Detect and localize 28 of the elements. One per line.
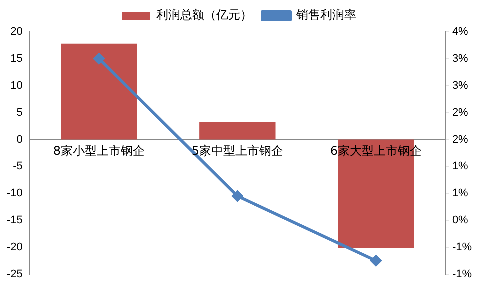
y2-tick-label: 2% bbox=[452, 106, 469, 119]
y2-tick-label: 0% bbox=[452, 214, 469, 227]
bar bbox=[61, 44, 138, 140]
y2-tick-label: 4% bbox=[452, 26, 469, 38]
point bbox=[94, 53, 105, 64]
legend-label: 销售利润率 bbox=[296, 8, 356, 22]
bar bbox=[200, 122, 276, 140]
legend-label: 利润总额（亿元） bbox=[156, 8, 252, 22]
y2-tick-label: 1% bbox=[452, 188, 469, 200]
x-tick-label: 8家小型上市钢企 bbox=[53, 144, 145, 158]
y-tick-label: -5 bbox=[13, 160, 23, 173]
y2-tick-label: -1% bbox=[452, 268, 472, 280]
point bbox=[370, 255, 382, 266]
y-tick-label: 5 bbox=[16, 106, 23, 119]
y-tick-label: -10 bbox=[6, 188, 23, 200]
y-tick-label: -15 bbox=[6, 214, 23, 227]
y-tick-label: 15 bbox=[10, 52, 23, 65]
y2-tick-label: 3% bbox=[452, 80, 469, 92]
y-tick-label: -20 bbox=[6, 242, 23, 254]
point bbox=[232, 190, 244, 202]
y-tick-label: -25 bbox=[6, 268, 23, 280]
y-tick-label: 10 bbox=[10, 80, 23, 92]
y2-tick-label: -1% bbox=[452, 242, 472, 254]
y-tick-label: 20 bbox=[10, 26, 23, 38]
y2-tick-label: 1% bbox=[452, 160, 469, 173]
y2-tick-label: 2% bbox=[452, 134, 469, 146]
y-tick-label: 0 bbox=[16, 134, 23, 146]
y2-tick-label: 3% bbox=[452, 52, 469, 65]
